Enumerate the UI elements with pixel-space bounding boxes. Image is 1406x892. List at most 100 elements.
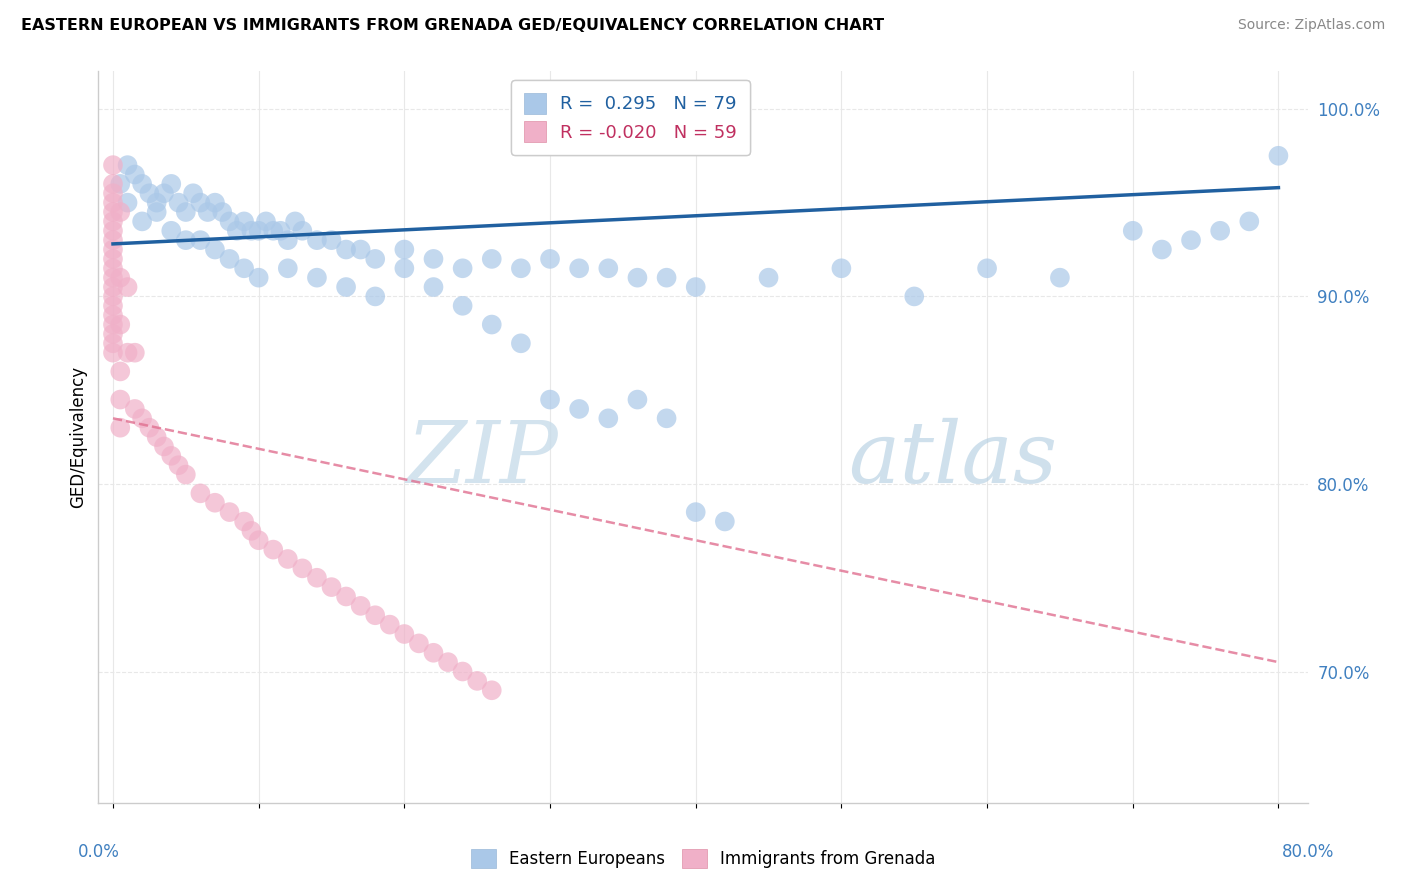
Point (167, 458, 190, 473)
Point (117, 158, 139, 172)
Point (247, 533, 270, 548)
Point (110, 364, 132, 378)
Text: 0.0%: 0.0% (77, 843, 120, 861)
Point (101, 243, 124, 257)
Point (204, 195, 226, 210)
Point (190, 195, 212, 210)
Point (626, 392, 648, 407)
Point (160, 177, 183, 191)
Point (160, 449, 183, 463)
Point (509, 336, 531, 351)
Point (101, 233, 124, 247)
Point (277, 552, 299, 566)
Point (153, 440, 176, 454)
Point (305, 233, 328, 247)
Point (1150, 243, 1173, 257)
Point (481, 252, 503, 266)
Point (451, 299, 474, 313)
Point (190, 233, 212, 247)
Point (101, 299, 124, 313)
Point (481, 683, 503, 698)
Point (598, 411, 620, 425)
Point (110, 318, 132, 332)
Point (394, 627, 416, 641)
Text: ZIP: ZIP (406, 417, 558, 500)
Point (422, 252, 444, 266)
Point (626, 270, 648, 285)
Point (131, 177, 153, 191)
Point (1180, 233, 1202, 247)
Text: 80.0%: 80.0% (1281, 843, 1334, 861)
Point (568, 401, 591, 416)
Point (335, 280, 357, 294)
Point (568, 261, 591, 276)
Point (240, 524, 263, 538)
Point (655, 270, 678, 285)
Point (714, 515, 737, 529)
Point (110, 177, 132, 191)
Point (101, 224, 124, 238)
Point (101, 177, 124, 191)
Y-axis label: GED/Equivalency: GED/Equivalency (69, 366, 87, 508)
Point (124, 345, 146, 359)
Point (101, 252, 124, 266)
Point (233, 515, 256, 529)
Point (101, 345, 124, 359)
Point (335, 243, 357, 257)
Point (110, 392, 132, 407)
Point (101, 270, 124, 285)
Point (350, 243, 373, 257)
Point (225, 224, 247, 238)
Point (830, 261, 852, 276)
Point (211, 205, 233, 219)
Point (270, 224, 292, 238)
Point (160, 224, 183, 238)
Point (101, 195, 124, 210)
Point (291, 224, 314, 238)
Point (153, 186, 176, 201)
Point (204, 496, 226, 510)
Point (408, 636, 430, 650)
Point (131, 214, 153, 228)
Point (284, 214, 307, 228)
Point (903, 289, 925, 303)
Point (101, 158, 124, 172)
Point (101, 336, 124, 351)
Point (101, 214, 124, 228)
Point (233, 214, 256, 228)
Point (394, 261, 416, 276)
Point (481, 318, 503, 332)
Point (101, 318, 124, 332)
Point (394, 243, 416, 257)
Text: Source: ZipAtlas.com: Source: ZipAtlas.com (1237, 18, 1385, 32)
Text: EASTERN EUROPEAN VS IMMIGRANTS FROM GRENADA GED/EQUIVALENCY CORRELATION CHART: EASTERN EUROPEAN VS IMMIGRANTS FROM GREN… (21, 18, 884, 33)
Point (350, 599, 373, 613)
Point (538, 252, 561, 266)
Point (321, 580, 343, 594)
Point (655, 411, 678, 425)
Point (1209, 224, 1232, 238)
Point (101, 280, 124, 294)
Point (174, 205, 197, 219)
Point (758, 270, 780, 285)
Point (509, 261, 531, 276)
Point (1049, 270, 1071, 285)
Point (1239, 214, 1261, 228)
Point (538, 392, 561, 407)
Point (598, 261, 620, 276)
Point (247, 224, 270, 238)
Point (451, 261, 474, 276)
Point (110, 270, 132, 285)
Point (218, 214, 240, 228)
Point (138, 186, 160, 201)
Point (101, 289, 124, 303)
Point (422, 646, 444, 660)
Point (240, 224, 263, 238)
Point (277, 261, 299, 276)
Point (174, 467, 197, 482)
Point (145, 195, 167, 210)
Point (101, 186, 124, 201)
Point (145, 430, 167, 444)
Point (117, 345, 139, 359)
Point (218, 505, 240, 519)
